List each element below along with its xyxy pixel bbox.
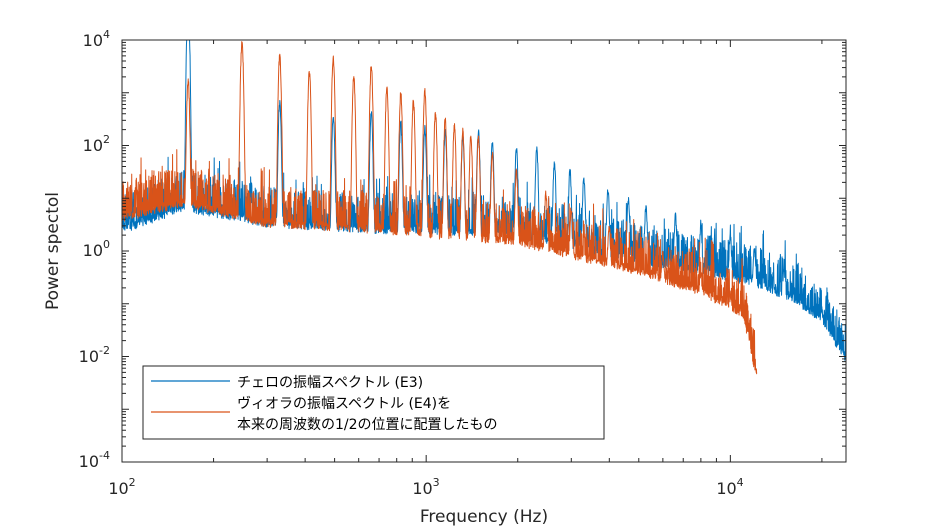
x-axis-title: Frequency (Hz) — [420, 507, 548, 527]
legend-label-viola-line1: ヴィオラの振幅スペクトル (E4)を — [237, 395, 451, 412]
legend: チェロの振幅スペクトル (E3) ヴィオラの振幅スペクトル (E4)を 本来の周… — [143, 366, 604, 439]
legend-label-cello: チェロの振幅スペクトル (E3) — [237, 375, 423, 391]
legend-label-viola-line2: 本来の周波数の1/2の位置に配置したもの — [237, 417, 498, 433]
y-axis-title: Power spectol — [43, 192, 63, 310]
